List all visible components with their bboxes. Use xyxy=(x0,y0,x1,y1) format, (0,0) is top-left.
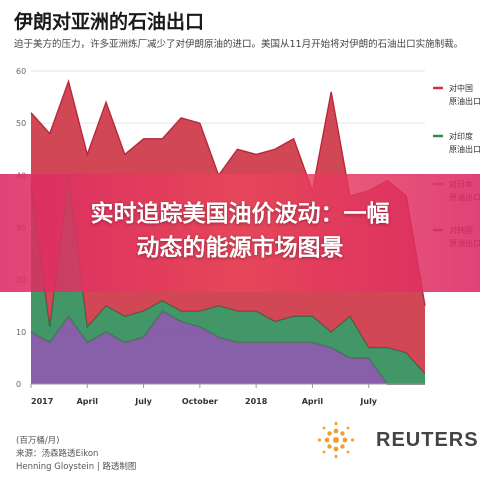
legend-label-line2: 原油出口 xyxy=(449,144,480,154)
x-tick-label: 2017 xyxy=(31,397,53,406)
legend-label: 对印度 xyxy=(449,131,473,141)
y-tick-label: 60 xyxy=(16,67,26,76)
series-line xyxy=(30,175,426,375)
legend-label-line2: 原油出口 xyxy=(449,96,480,106)
reuters-logo-icon xyxy=(317,421,355,459)
x-tick-label: October xyxy=(182,397,218,406)
unit-note: (百万桶/月) xyxy=(16,436,60,446)
y-tick-label: 0 xyxy=(16,380,21,389)
x-tick-label: April xyxy=(302,397,324,406)
series-area xyxy=(31,310,425,384)
x-tick-label: July xyxy=(134,397,152,406)
y-tick-label: 10 xyxy=(16,328,26,337)
banner-line-1: 实时追踪美国油价波动：一幅 xyxy=(90,201,390,227)
banner-line-2: 动态的能源市场图景 xyxy=(136,235,344,261)
series-area xyxy=(31,175,425,384)
chart-subtitle: 迫于美方的压力，许多亚洲炼厂减少了对伊朗原油的进口。美国从11月开始将对伊朗的石… xyxy=(14,39,464,50)
banner-headline: 实时追踪美国油价波动：一幅 动态的能源市场图景 xyxy=(0,197,480,265)
chart-title: 伊朗对亚洲的石油出口 xyxy=(14,11,205,33)
x-tick-label: July xyxy=(359,397,377,406)
x-tick-label: April xyxy=(77,397,99,406)
legend-label: 对中国 xyxy=(449,83,473,93)
credit-note: Henning Gloystein | 路透制图 xyxy=(16,462,137,472)
series-line xyxy=(30,310,425,385)
source-note: 来源：汤森路透Eikon xyxy=(16,449,99,459)
x-tick-label: 2018 xyxy=(245,397,268,406)
y-tick-label: 50 xyxy=(16,119,26,128)
promo-banner xyxy=(0,174,480,292)
reuters-wordmark: REUTERS xyxy=(376,429,479,451)
